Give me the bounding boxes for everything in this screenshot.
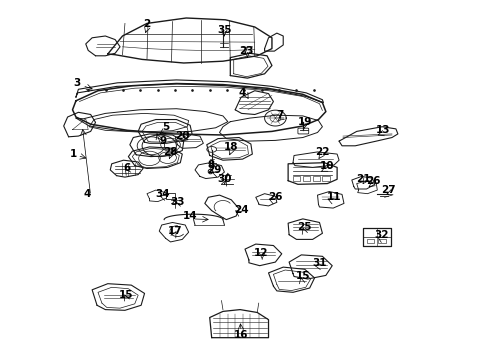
Text: 28: 28 bbox=[163, 147, 178, 157]
Bar bbox=[303, 176, 310, 181]
Text: 15: 15 bbox=[119, 290, 134, 300]
Text: 2: 2 bbox=[144, 19, 150, 30]
Text: 33: 33 bbox=[170, 197, 185, 207]
Bar bbox=[313, 176, 320, 181]
Bar bbox=[378, 239, 386, 243]
Text: 32: 32 bbox=[374, 230, 389, 240]
Text: 29: 29 bbox=[207, 165, 222, 175]
Bar bbox=[322, 176, 330, 181]
Text: 24: 24 bbox=[234, 204, 248, 215]
Text: 21: 21 bbox=[356, 174, 371, 184]
Text: 26: 26 bbox=[366, 176, 381, 186]
Text: 27: 27 bbox=[381, 185, 395, 195]
Text: 16: 16 bbox=[234, 330, 248, 340]
Bar bbox=[367, 239, 374, 243]
Text: 18: 18 bbox=[224, 142, 239, 152]
Text: 15: 15 bbox=[295, 271, 310, 282]
Text: 12: 12 bbox=[253, 248, 268, 258]
Text: 35: 35 bbox=[217, 24, 232, 35]
Text: 23: 23 bbox=[239, 46, 253, 56]
Text: 4: 4 bbox=[83, 189, 91, 199]
Text: 20: 20 bbox=[175, 131, 190, 141]
Text: 7: 7 bbox=[276, 110, 284, 120]
Text: 3: 3 bbox=[74, 78, 81, 88]
Text: 34: 34 bbox=[155, 189, 170, 199]
Text: 6: 6 bbox=[124, 163, 131, 174]
Text: 5: 5 bbox=[162, 122, 169, 132]
Bar bbox=[293, 176, 300, 181]
Text: 4: 4 bbox=[239, 88, 246, 98]
Text: 13: 13 bbox=[376, 125, 391, 135]
Text: 10: 10 bbox=[320, 161, 335, 171]
Text: 1: 1 bbox=[70, 149, 77, 159]
Text: 8: 8 bbox=[207, 160, 214, 170]
Text: 11: 11 bbox=[327, 192, 342, 202]
Text: 19: 19 bbox=[297, 117, 312, 127]
Text: 14: 14 bbox=[183, 211, 197, 221]
Text: 25: 25 bbox=[297, 222, 312, 232]
Text: 17: 17 bbox=[168, 226, 183, 236]
Text: 30: 30 bbox=[217, 174, 232, 184]
Text: 22: 22 bbox=[315, 147, 330, 157]
Text: 31: 31 bbox=[312, 258, 327, 268]
Text: 26: 26 bbox=[268, 192, 283, 202]
Text: 9: 9 bbox=[159, 136, 166, 146]
Bar bbox=[166, 193, 175, 199]
